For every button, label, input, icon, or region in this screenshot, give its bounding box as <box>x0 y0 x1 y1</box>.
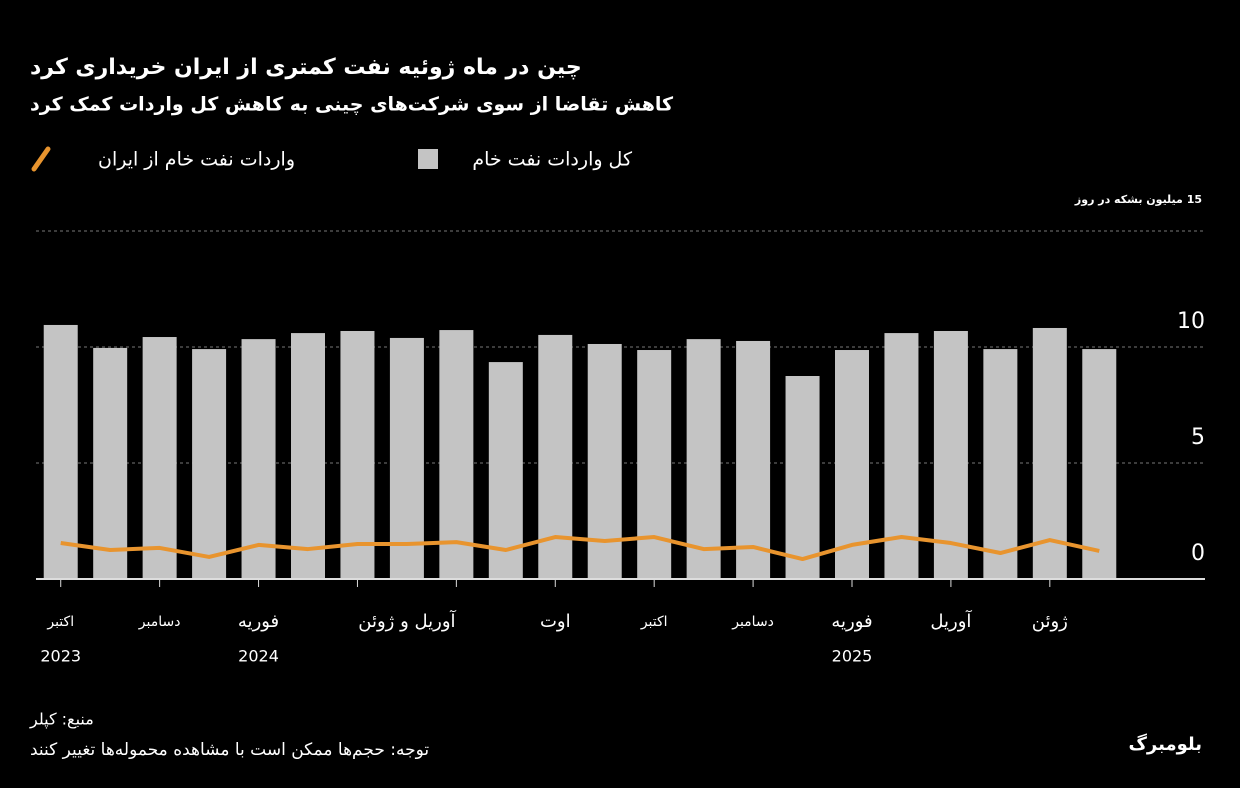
y-tick-label: 0 <box>1191 541 1205 566</box>
legend-label: واردات نفت خام از ایران <box>98 149 295 171</box>
legend-label: کل واردات نفت خام <box>472 149 633 171</box>
bar <box>192 349 227 579</box>
line <box>60 535 1100 562</box>
legend-swatch <box>418 149 438 169</box>
x-tick-label: ژوئن <box>1032 611 1068 632</box>
x-year-label: 2025 <box>832 647 873 666</box>
bar <box>835 350 869 579</box>
x-tick-label: آوریل <box>930 609 972 632</box>
chart-subtitle: کاهش تقاضا از سوی شرکت‌های چینی به کاهش … <box>30 94 674 116</box>
bar <box>241 339 276 579</box>
bar <box>538 334 573 579</box>
x-year-label: 2024 <box>238 647 279 666</box>
bar <box>637 350 672 579</box>
x-tick-label: اکتبر <box>640 614 668 630</box>
bar <box>291 333 325 579</box>
y-tick-label: 15 میلیون بشکه در روز <box>1074 193 1202 206</box>
y-tick-label: 5 <box>1191 425 1205 450</box>
bar <box>93 347 128 579</box>
bar <box>43 324 78 579</box>
x-tick-label: دسامبر <box>731 614 774 630</box>
x-tick-label: فوریه <box>238 611 279 632</box>
brand: بلومبرگ <box>1128 733 1202 755</box>
bar <box>587 343 622 579</box>
x-tick-label: فوریه <box>831 611 872 632</box>
chart-title: چین در ماه ژوئیه نفت کمتری از ایران خرید… <box>30 55 582 80</box>
x-tick-label: آوریل و ژوئن <box>358 609 456 632</box>
bar <box>439 330 474 579</box>
x-year-label: 2023 <box>40 647 81 666</box>
bar <box>933 330 968 579</box>
bar <box>1032 327 1067 579</box>
bar <box>785 376 820 579</box>
bar <box>142 337 177 579</box>
bar <box>884 333 919 579</box>
bar <box>488 362 523 579</box>
bar <box>389 337 424 579</box>
bar <box>686 339 721 579</box>
bar <box>736 340 771 579</box>
x-tick-label: اکتبر <box>46 614 74 630</box>
note: توجه: حجم‌ها ممکن است با مشاهده محموله‌ه… <box>30 740 429 760</box>
bar <box>983 349 1018 579</box>
x-tick-label: اوت <box>540 611 571 632</box>
bar <box>1082 349 1117 579</box>
source: منبع: کپلر <box>29 710 94 730</box>
x-tick-label: دسامبر <box>138 614 181 630</box>
bar <box>340 330 375 579</box>
y-tick-label: 10 <box>1177 309 1205 334</box>
legend-swatch <box>31 146 51 172</box>
